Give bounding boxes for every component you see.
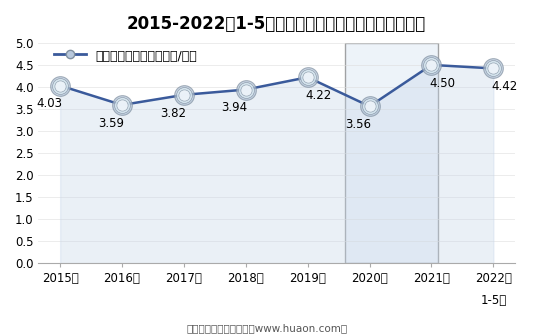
Point bbox=[179, 92, 188, 97]
Point bbox=[179, 92, 188, 97]
Point bbox=[118, 102, 127, 108]
Point bbox=[365, 104, 374, 109]
Text: 3.59: 3.59 bbox=[98, 117, 124, 130]
Point bbox=[489, 66, 498, 71]
FancyBboxPatch shape bbox=[345, 43, 438, 263]
Point bbox=[241, 87, 250, 92]
Point bbox=[56, 83, 65, 88]
Text: 1-5月: 1-5月 bbox=[480, 293, 506, 307]
Point bbox=[118, 102, 127, 108]
Point bbox=[489, 66, 498, 71]
Text: 3.56: 3.56 bbox=[345, 118, 372, 131]
Text: 4.42: 4.42 bbox=[491, 80, 517, 93]
Point bbox=[241, 87, 250, 92]
Point bbox=[427, 62, 436, 68]
Text: 4.22: 4.22 bbox=[305, 89, 332, 102]
Point bbox=[303, 75, 312, 80]
Point bbox=[56, 83, 65, 88]
Point bbox=[365, 104, 374, 109]
Text: 3.94: 3.94 bbox=[222, 102, 248, 115]
Point bbox=[241, 87, 250, 92]
Point bbox=[303, 75, 312, 80]
Point bbox=[427, 62, 436, 68]
Text: 4.03: 4.03 bbox=[36, 97, 62, 111]
Point bbox=[427, 62, 436, 68]
Point bbox=[303, 75, 312, 80]
Text: 制图：华经产业研究院（www.huaon.com）: 制图：华经产业研究院（www.huaon.com） bbox=[186, 323, 348, 333]
Text: 4.50: 4.50 bbox=[430, 77, 456, 90]
Text: 3.82: 3.82 bbox=[160, 107, 186, 120]
Point bbox=[365, 104, 374, 109]
Point bbox=[56, 83, 65, 88]
Title: 2015-2022年1-5月大连商品交易所鸡蛋期货成交均价: 2015-2022年1-5月大连商品交易所鸡蛋期货成交均价 bbox=[127, 15, 426, 33]
Point bbox=[118, 102, 127, 108]
Point bbox=[179, 92, 188, 97]
Point bbox=[489, 66, 498, 71]
Legend: 鸡蛋期货成交均价（万元/手）: 鸡蛋期货成交均价（万元/手） bbox=[54, 49, 197, 63]
